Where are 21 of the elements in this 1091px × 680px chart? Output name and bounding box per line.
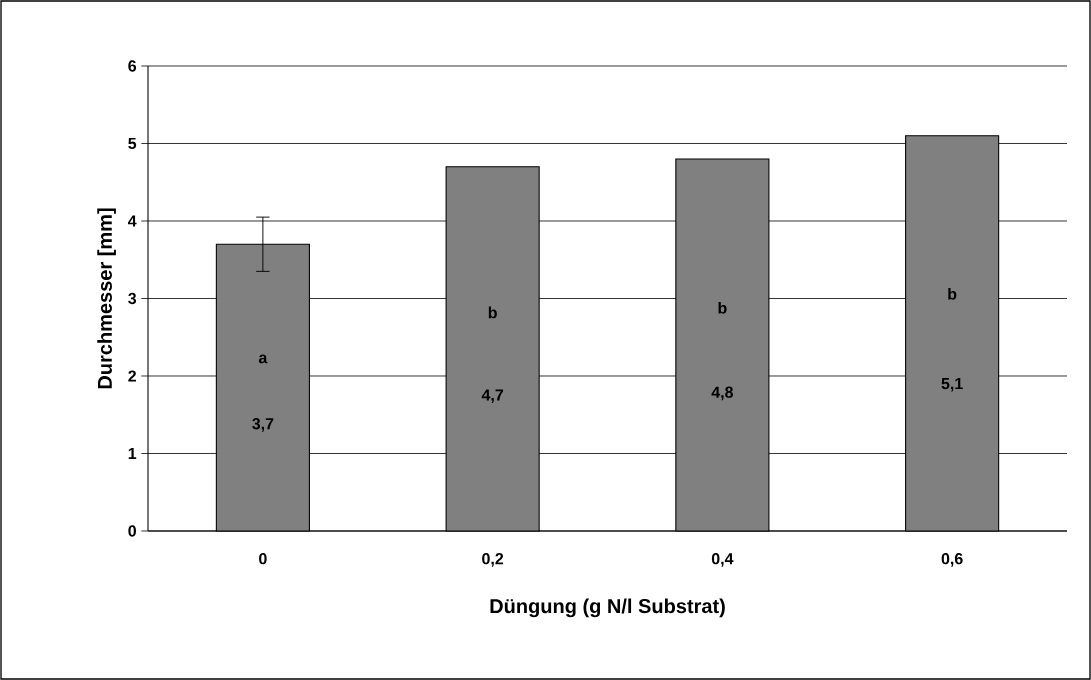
- x-axis-title: Düngung (g N/l Substrat): [490, 598, 725, 618]
- y-axis-title: Durchmesser [mm]: [97, 208, 116, 389]
- data-label: 4,8: [711, 386, 734, 401]
- x-tick-label: 0,2: [482, 553, 504, 567]
- annotation: b: [718, 301, 727, 314]
- data-label: 3,7: [252, 418, 274, 432]
- x-tick-label: 0,4: [711, 553, 734, 567]
- annotation: a: [258, 354, 268, 364]
- y-tick-label: 1: [128, 447, 137, 459]
- y-tick-label: 0: [128, 525, 136, 537]
- annotation: b: [948, 287, 957, 300]
- y-tick-label: 3: [128, 292, 137, 305]
- y-tick-label: 5: [128, 137, 137, 150]
- data-label: 5,1: [941, 378, 963, 392]
- x-tick-label: 0,6: [941, 553, 963, 567]
- y-tick-label: 2: [128, 370, 136, 382]
- y-tick-label: 6: [128, 60, 137, 72]
- x-tick-label: 0: [259, 553, 267, 565]
- y-tick-label: 4: [127, 215, 137, 227]
- annotation: b: [488, 306, 497, 319]
- data-label: 4,7: [481, 389, 504, 403]
